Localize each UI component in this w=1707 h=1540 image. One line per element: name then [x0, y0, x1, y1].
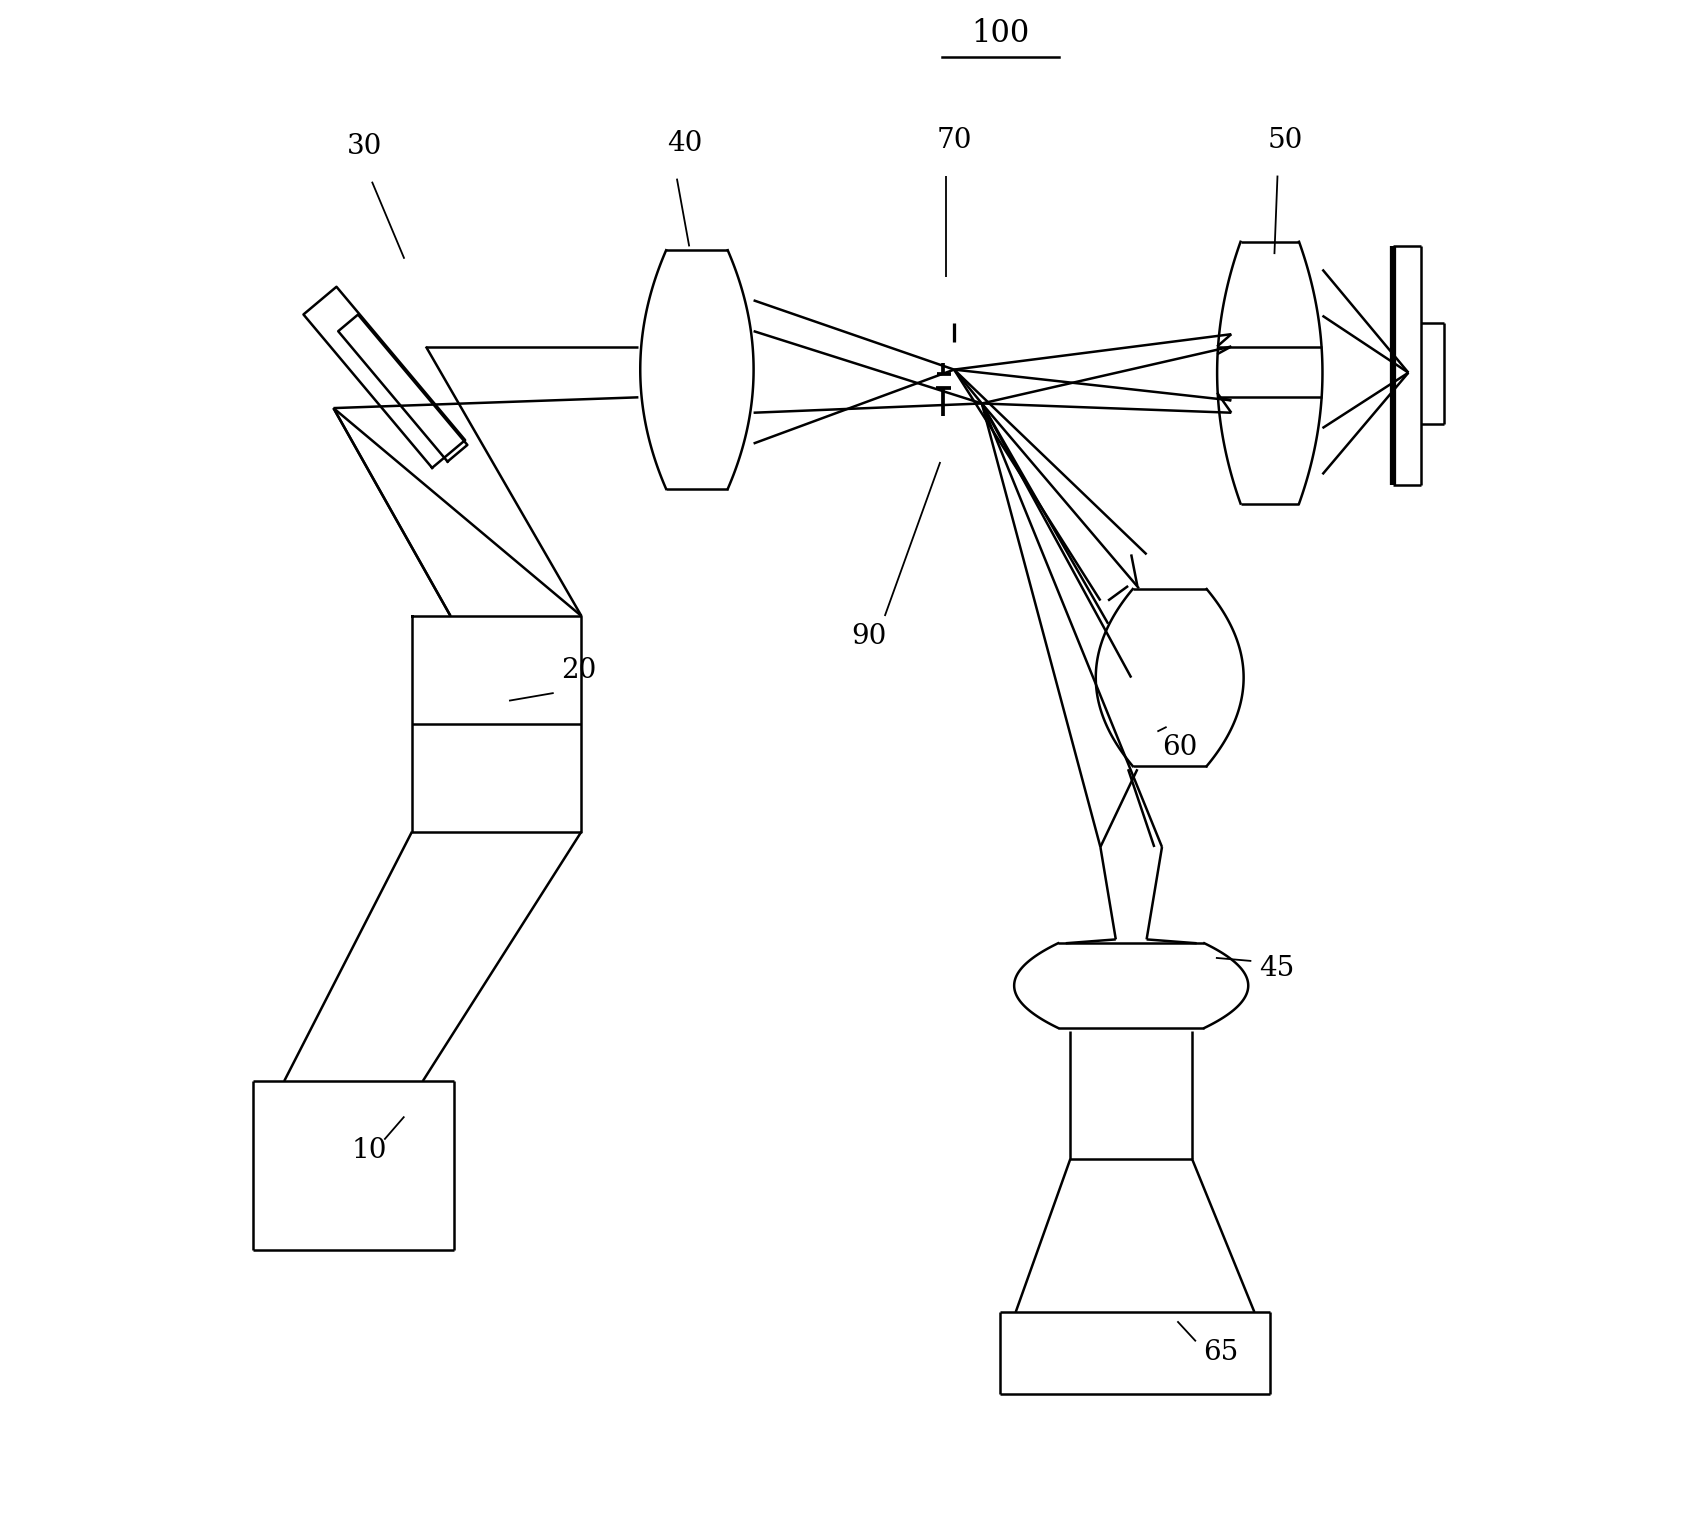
Text: 20: 20: [562, 656, 596, 684]
Text: 50: 50: [1267, 126, 1302, 154]
Text: 90: 90: [852, 622, 886, 650]
Text: 70: 70: [935, 126, 971, 154]
Text: 100: 100: [971, 18, 1029, 49]
Text: 65: 65: [1203, 1338, 1238, 1366]
Text: 10: 10: [352, 1137, 386, 1164]
Text: 60: 60: [1161, 733, 1197, 761]
Text: 45: 45: [1258, 955, 1294, 983]
Text: 30: 30: [347, 132, 382, 160]
Text: 40: 40: [666, 129, 702, 157]
